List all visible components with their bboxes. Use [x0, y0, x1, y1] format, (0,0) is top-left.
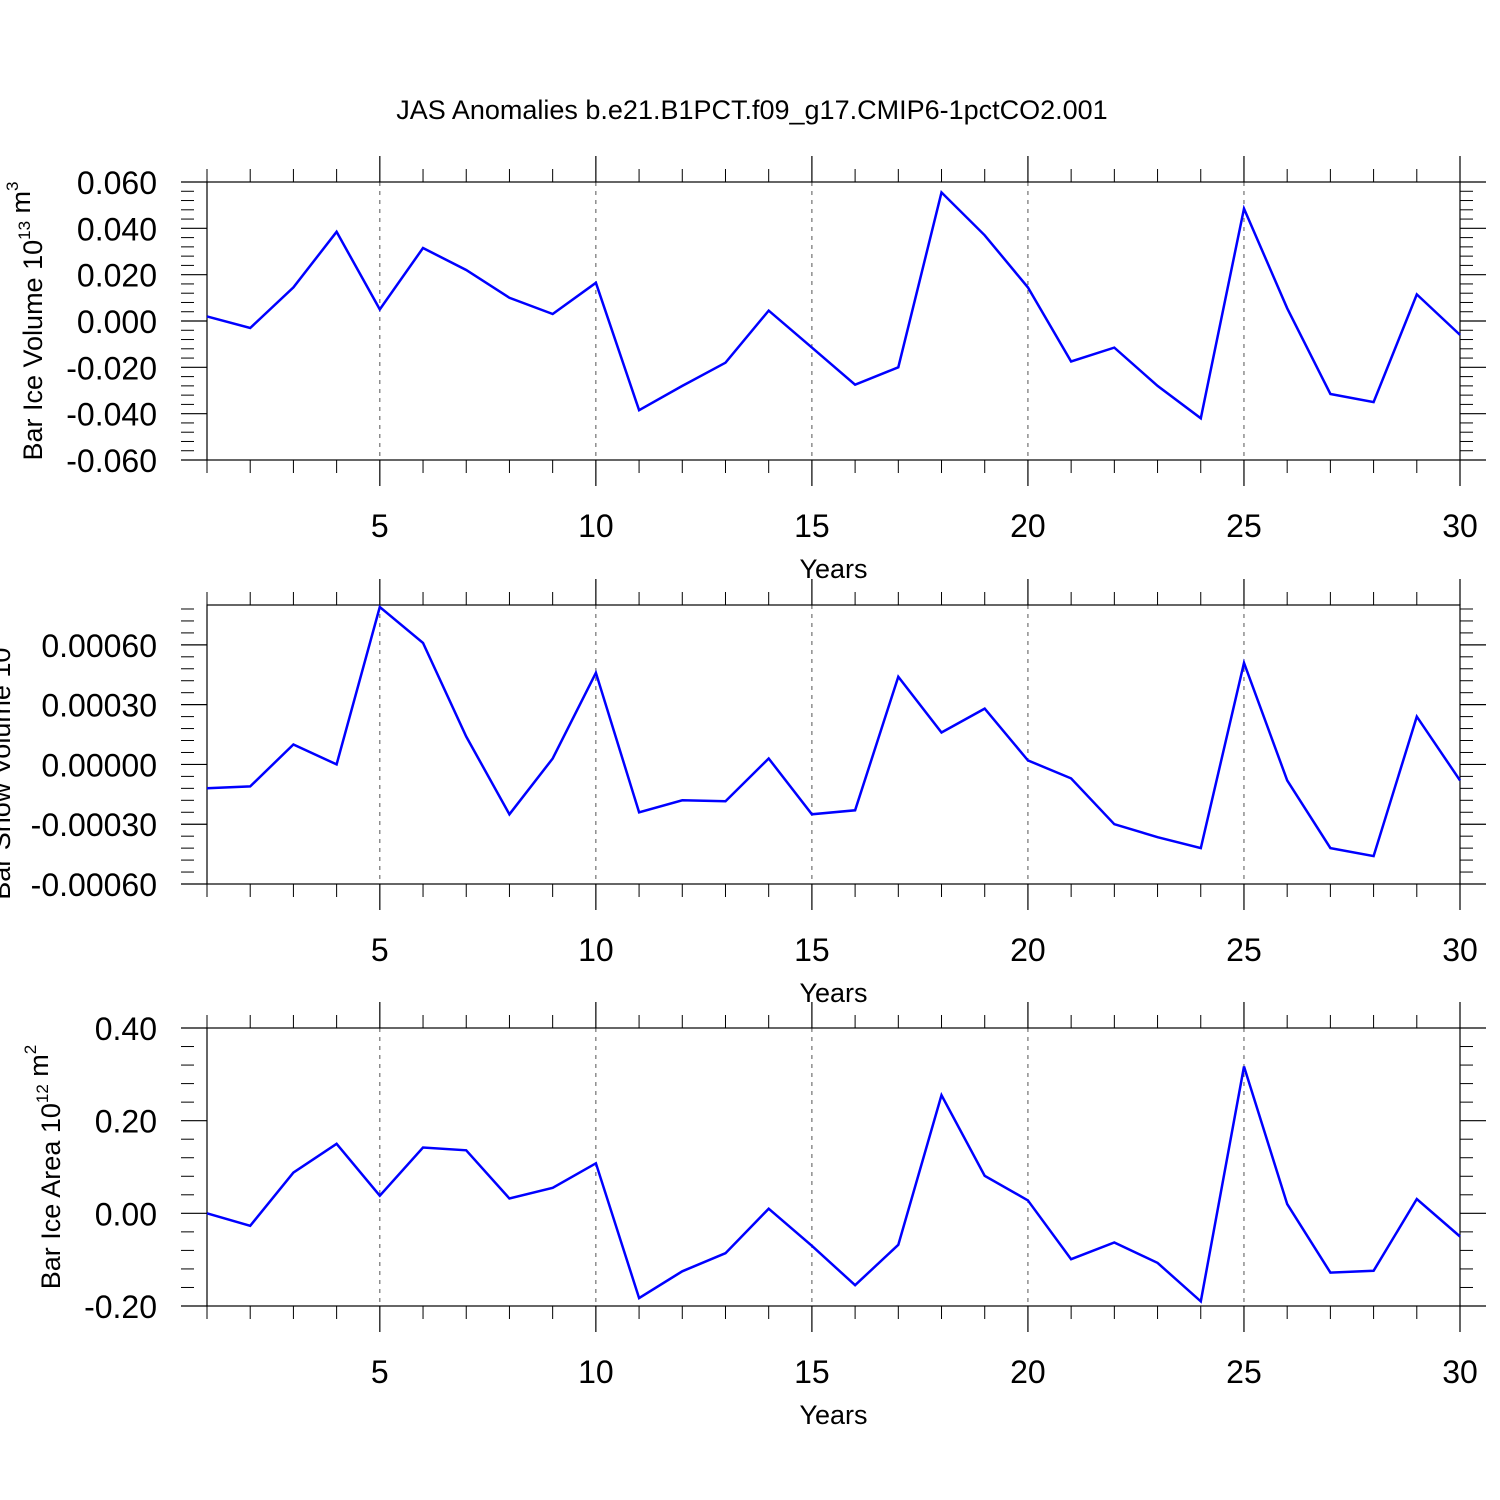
- x-tick-label: 10: [578, 508, 614, 544]
- y-tick-label: 0.20: [95, 1104, 157, 1140]
- y-axis-title: Bar Ice Volume 1013 m3: [3, 181, 48, 460]
- x-tick-label: 25: [1226, 1354, 1262, 1390]
- y-tick-label: 0.00030: [41, 688, 157, 724]
- y-tick-label: -0.00060: [31, 867, 157, 903]
- y-axis-title: Bar Snow Volume 1013 m3: [0, 589, 16, 900]
- x-tick-label: 15: [794, 508, 830, 544]
- chart-panel-1: 5 10 15 20 25 30 -0.060 -0.040 -0.020 0.000 0.020 0…: [3, 156, 1486, 584]
- x-tick-label: 25: [1226, 508, 1262, 544]
- plot-frame: [206, 1027, 1461, 1307]
- y-tick-label: -0.060: [66, 443, 157, 479]
- y-tick-label: 0.40: [95, 1011, 157, 1047]
- x-tick-label: 5: [371, 1354, 389, 1390]
- x-tick-label: 30: [1442, 932, 1478, 968]
- x-tick-label: 20: [1010, 1354, 1046, 1390]
- y-tick-label: -0.00030: [31, 807, 157, 843]
- x-tick-label: 10: [578, 1354, 614, 1390]
- y-tick-label: 0.020: [77, 258, 157, 294]
- y-tick-label: 0.060: [77, 165, 157, 201]
- x-tick-label: 15: [794, 932, 830, 968]
- x-tick-label: 15: [794, 1354, 830, 1390]
- x-tick-label: 20: [1010, 508, 1046, 544]
- chart-panel-2: 5 10 15 20 25 30 -0.00060 -0.00030 0.00000 0.0003…: [0, 579, 1486, 1008]
- y-tick-label: 0.040: [77, 211, 157, 247]
- plot-frame: [206, 604, 1461, 885]
- x-tick-label: 30: [1442, 1354, 1478, 1390]
- panels: 5 10 15 20 25 30 -0.060 -0.040 -0.020 0.000 0.020 0…: [0, 156, 1486, 1430]
- y-tick-label: 0.00060: [41, 628, 157, 664]
- y-axis-title: Bar Ice Area 1012 m2: [21, 1045, 66, 1290]
- x-tick-label: 30: [1442, 508, 1478, 544]
- chart-panel-3: 5 10 15 20 25 30 -0.20 0.00 0.20 0.40 Years Bar Ice…: [21, 1002, 1486, 1430]
- y-tick-label: -0.040: [66, 397, 157, 433]
- x-tick-label: 20: [1010, 932, 1046, 968]
- series-line: [206, 1066, 1461, 1304]
- x-axis-title: Years: [799, 1400, 867, 1430]
- series-line: [206, 604, 1462, 858]
- x-tick-label: 5: [371, 508, 389, 544]
- x-axis-title: Years: [799, 978, 867, 1008]
- y-tick-label: -0.020: [66, 350, 157, 386]
- x-axis-title: Years: [799, 554, 867, 584]
- plot-frame: [206, 181, 1461, 461]
- x-tick-label: 5: [371, 932, 389, 968]
- x-tick-label: 10: [578, 932, 614, 968]
- y-tick-label: 0.00000: [41, 747, 157, 783]
- figure-title: JAS Anomalies b.e21.B1PCT.f09_g17.CMIP6-…: [396, 95, 1107, 125]
- series-line: [206, 189, 1461, 421]
- x-tick-label: 25: [1226, 932, 1262, 968]
- y-tick-label: -0.20: [84, 1289, 157, 1325]
- y-tick-label: 0.000: [77, 304, 157, 340]
- y-tick-label: 0.00: [95, 1196, 157, 1232]
